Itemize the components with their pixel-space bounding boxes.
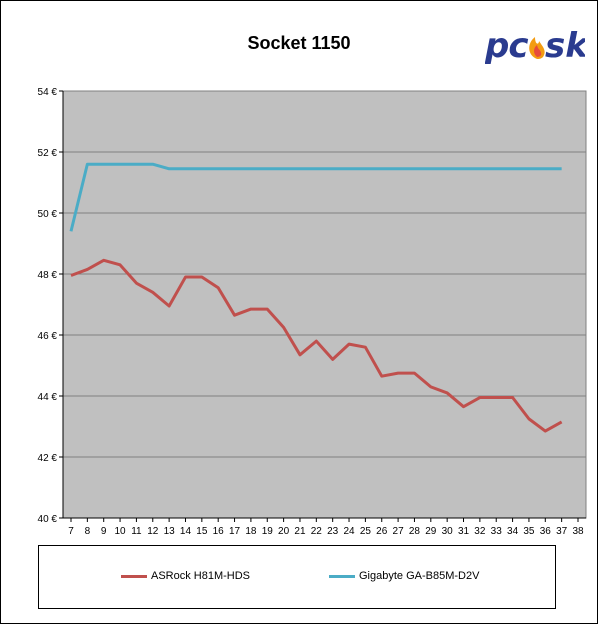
x-tick-label: 34: [507, 526, 519, 537]
x-tick-label: 20: [278, 526, 290, 537]
x-tick-label: 18: [245, 526, 257, 537]
y-tick-label: 54 €: [38, 87, 58, 98]
x-tick-label: 7: [68, 526, 74, 537]
x-tick-label: 38: [572, 526, 584, 537]
x-tick-label: 15: [196, 526, 208, 537]
x-tick-label: 37: [556, 526, 568, 537]
legend-swatch-gigabyte: [329, 574, 355, 578]
x-tick-label: 14: [180, 526, 192, 537]
legend-label-gigabyte: Gigabyte GA-B85M-D2V: [359, 570, 480, 582]
x-tick-label: 23: [327, 526, 339, 537]
y-tick-label: 40 €: [38, 514, 58, 525]
y-tick-label: 48 €: [38, 270, 58, 281]
x-tick-label: 25: [360, 526, 372, 537]
legend-swatch-asrock: [121, 574, 147, 578]
chart-title: Socket 1150: [247, 33, 351, 53]
x-tick-label: 29: [425, 526, 437, 537]
x-tick-label: 31: [458, 526, 470, 537]
y-tick-label: 42 €: [38, 453, 58, 464]
svg-text:sk: sk: [545, 26, 585, 66]
x-tick-label: 26: [376, 526, 388, 537]
series-line-asrock: [70, 258, 563, 433]
x-tick-label: 16: [213, 526, 225, 537]
x-tick-label: 13: [164, 526, 176, 537]
x-tick-label: 9: [101, 526, 107, 537]
pcesk-logo: pc sk: [484, 21, 590, 67]
x-tick-label: 24: [343, 526, 355, 537]
x-tick-label: 12: [147, 526, 159, 537]
y-tick-label: 52 €: [38, 148, 58, 159]
x-tick-label: 36: [540, 526, 552, 537]
x-tick-label: 33: [491, 526, 503, 537]
x-tick-label: 10: [115, 526, 127, 537]
x-tick-label: 35: [523, 526, 535, 537]
x-tick-label: 30: [442, 526, 454, 537]
x-tick-label: 22: [311, 526, 323, 537]
x-tick-label: 21: [294, 526, 306, 537]
chart-legend: ASRock H81M-HDS Gigabyte GA-B85M-D2V: [38, 545, 556, 609]
x-tick-label: 27: [393, 526, 405, 537]
svg-text:pc: pc: [485, 26, 528, 66]
x-tick-label: 17: [229, 526, 241, 537]
y-tick-label: 46 €: [38, 331, 58, 342]
plot-area: [62, 90, 587, 519]
line-chart: 40 € 42 € 44 € 46 € 48 € 50 € 52 € 54 € 7 8 9 10 11 1…: [38, 87, 587, 537]
series-line-gigabyte: [69, 162, 562, 232]
legend-item-asrock: ASRock H81M-HDS: [121, 570, 250, 582]
x-tick-label: 11: [131, 526, 142, 537]
x-tick-label: 32: [474, 526, 486, 537]
x-tick-label: 19: [262, 526, 274, 537]
x-tick-label: 8: [85, 526, 91, 537]
y-tick-label: 44 €: [38, 392, 58, 403]
x-tick-label: 28: [409, 526, 421, 537]
y-tick-label: 50 €: [38, 209, 58, 220]
legend-item-gigabyte: Gigabyte GA-B85M-D2V: [329, 570, 479, 582]
legend-label-asrock: ASRock H81M-HDS: [151, 570, 251, 582]
